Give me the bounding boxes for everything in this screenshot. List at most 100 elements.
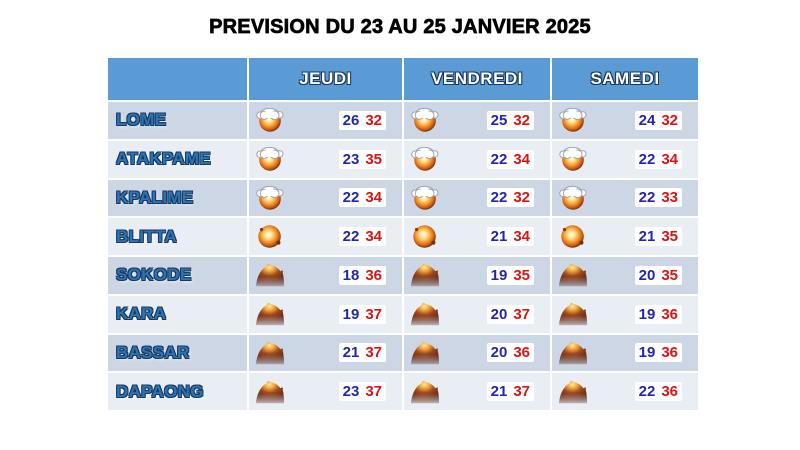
forecast-cell: 22 34 — [404, 140, 550, 178]
city-cell: LOME — [108, 102, 247, 139]
temperature-box: 25 32 — [486, 110, 534, 130]
temperature-box: 19 36 — [634, 343, 682, 363]
temperature-box: 19 36 — [634, 304, 682, 324]
forecast-cell: 23 35 — [249, 140, 402, 178]
temperature-box: 20 36 — [486, 343, 534, 363]
city-cell: BASSAR — [108, 334, 247, 372]
temp-min: 22 — [490, 150, 508, 168]
temp-max: 35 — [365, 150, 382, 168]
temp-max: 37 — [365, 383, 382, 401]
temp-min: 22 — [342, 228, 360, 246]
temp-max: 37 — [513, 383, 530, 401]
sun-cloud-icon — [408, 144, 442, 174]
temp-min: 25 — [490, 111, 508, 129]
temp-min: 20 — [490, 344, 508, 362]
city-name: ATAKPAME — [116, 149, 211, 169]
forecast-cell: 19 36 — [552, 334, 698, 372]
sun-icon — [253, 222, 287, 252]
temperature-box: 24 32 — [634, 110, 682, 130]
temp-max: 32 — [365, 111, 382, 129]
haze-icon — [253, 299, 287, 329]
forecast-cell: 20 37 — [404, 295, 550, 333]
haze-icon — [253, 260, 287, 290]
temp-min: 22 — [638, 189, 656, 207]
forecast-cell: 25 32 — [404, 102, 550, 139]
temp-min: 21 — [490, 383, 508, 401]
haze-icon — [408, 338, 442, 368]
temp-max: 34 — [365, 228, 382, 246]
temperature-box: 20 37 — [486, 304, 534, 324]
temperature-box: 26 32 — [338, 110, 386, 130]
temp-min: 21 — [638, 228, 656, 246]
temp-min: 24 — [638, 111, 656, 129]
temp-min: 22 — [638, 383, 656, 401]
temp-max: 36 — [661, 383, 678, 401]
city-name: DAPAONG — [116, 381, 204, 401]
sun-cloud-icon — [556, 144, 590, 174]
temperature-box: 22 34 — [338, 188, 386, 208]
forecast-cell: 22 34 — [249, 218, 402, 255]
forecast-cell: 26 32 — [249, 102, 402, 139]
haze-icon — [556, 260, 590, 290]
forecast-cell: 22 36 — [552, 373, 698, 410]
day-header-jeudi: JEUDI — [249, 58, 402, 100]
temp-max: 36 — [661, 344, 678, 362]
temperature-box: 22 34 — [634, 149, 682, 169]
temperature-box: 23 35 — [338, 149, 386, 169]
city-cell: KPALIME — [108, 179, 247, 217]
city-cell: ATAKPAME — [108, 140, 247, 178]
temp-max: 32 — [513, 111, 530, 129]
temp-min: 23 — [342, 383, 360, 401]
sun-cloud-icon — [408, 105, 442, 135]
forecast-cell: 20 36 — [404, 334, 550, 372]
temp-min: 19 — [638, 344, 656, 362]
temp-min: 22 — [638, 150, 656, 168]
temp-max: 37 — [365, 344, 382, 362]
temp-max: 35 — [513, 266, 530, 284]
temp-min: 19 — [638, 305, 656, 323]
forecast-cell: 22 34 — [552, 140, 698, 178]
temperature-box: 21 34 — [486, 227, 534, 247]
forecast-cell: 21 35 — [552, 218, 698, 255]
forecast-table: JEUDI VENDREDI SAMEDI LOME 26 32 25 32 — [108, 58, 698, 410]
temperature-box: 18 36 — [338, 265, 386, 285]
city-name: KARA — [116, 304, 167, 324]
city-cell: SOKODE — [108, 257, 247, 294]
haze-icon — [408, 260, 442, 290]
city-name: SOKODE — [116, 265, 192, 285]
forecast-cell: 23 37 — [249, 373, 402, 410]
temp-min: 18 — [342, 266, 360, 284]
city-name: KPALIME — [116, 187, 194, 207]
city-cell: BLITTA — [108, 218, 247, 255]
temp-max: 36 — [513, 344, 530, 362]
city-cell: KARA — [108, 295, 247, 333]
temp-min: 20 — [638, 266, 656, 284]
forecast-cell: 19 35 — [404, 257, 550, 294]
corner-cell — [108, 58, 247, 100]
temperature-box: 21 37 — [338, 343, 386, 363]
temperature-box: 19 37 — [338, 304, 386, 324]
temp-max: 34 — [365, 189, 382, 207]
city-cell: DAPAONG — [108, 373, 247, 410]
temp-min: 26 — [342, 111, 360, 129]
temp-min: 19 — [342, 305, 360, 323]
temperature-box: 22 32 — [486, 188, 534, 208]
sun-cloud-icon — [556, 183, 590, 213]
sun-cloud-icon — [253, 183, 287, 213]
temp-max: 37 — [365, 305, 382, 323]
page-title: PREVISION DU 23 AU 25 JANVIER 2025 — [209, 16, 591, 39]
temperature-box: 20 35 — [634, 265, 682, 285]
temp-min: 21 — [342, 344, 360, 362]
temperature-box: 22 36 — [634, 382, 682, 402]
temperature-box: 23 37 — [338, 382, 386, 402]
sun-cloud-icon — [253, 144, 287, 174]
sun-icon — [556, 222, 590, 252]
temp-min: 23 — [342, 150, 360, 168]
forecast-cell: 22 34 — [249, 179, 402, 217]
city-name: LOME — [116, 110, 167, 130]
forecast-cell: 22 32 — [404, 179, 550, 217]
forecast-cell: 19 37 — [249, 295, 402, 333]
day-header-vendredi: VENDREDI — [404, 58, 550, 100]
temperature-box: 22 34 — [486, 149, 534, 169]
